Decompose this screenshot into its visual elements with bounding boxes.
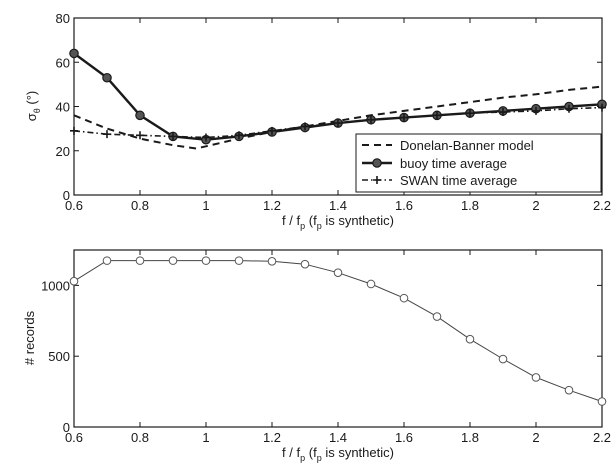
legend-box [355,133,602,193]
bottom-ylabel: # records [22,310,37,365]
legend-label-donelan: Donelan-Banner model [400,138,534,153]
data-point [103,130,111,139]
bottom-xlabel-rest: (f [305,445,317,460]
data-point [367,115,375,124]
data-point [433,111,441,120]
ytick-label: 1000 [41,278,70,293]
data-point [400,113,408,122]
data-point [300,259,310,269]
top-ylabel-sub: θ [32,108,42,113]
xtick-label: 2.2 [593,430,611,445]
data-point [531,373,541,382]
xtick-label: 2 [532,198,539,213]
data-point [498,354,508,364]
ytick-label: 20 [56,144,70,159]
bottom-ticks: 0.6 0.8 1 1.2 1.4 1.6 1.8 2 2.2 0 500 1000 [41,250,611,445]
top-xlabel-end: is synthetic) [322,213,394,228]
series-line-2 [73,106,603,139]
data-point [366,279,376,289]
xtick-label: 0.8 [131,198,149,213]
data-point [267,257,277,266]
legend-marker-swan [373,176,381,184]
data-point [69,276,79,286]
top-ylabel-unit: (°) [24,91,39,108]
ytick-label: 0 [63,188,70,203]
xtick-label: 2 [532,430,539,445]
data-point [565,104,573,113]
ytick-label: 0 [63,420,70,435]
xtick-label: 1 [202,430,209,445]
top-xlabel-rest: (f [305,213,317,228]
data-point [135,110,145,121]
ytick-label: 60 [56,55,70,70]
xtick-label: 2.2 [593,198,611,213]
legend-label-swan: SWAN time average [400,173,517,188]
data-point [169,132,177,141]
top-xlabel-main: f / f [282,213,300,228]
data-point [465,334,475,344]
xtick-label: 1.2 [263,430,281,445]
legend-marker-buoy [372,158,382,168]
legend-entry-donelan: Donelan-Banner model [362,138,534,153]
top-xlabel: f / fp (fp is synthetic) [282,213,394,231]
bottom-xlabel: f / fp (fp is synthetic) [282,445,394,463]
top-ylabel: σθ (°) [24,91,42,122]
data-point [70,126,78,135]
data-point [597,397,607,406]
data-point [201,256,211,265]
xtick-label: 1.6 [395,430,413,445]
bottom-xlabel-sub2: p [317,453,322,463]
xtick-label: 1.8 [461,198,479,213]
bottom-xlabel-main: f / f [282,445,300,460]
legend-label-buoy: buoy time average [400,156,507,171]
legend-entry-swan: SWAN time average [362,173,517,188]
data-point [333,268,343,277]
legend: Donelan-Banner model buoy time average S… [355,133,602,193]
xtick-label: 0.6 [65,430,83,445]
xtick-label: 1 [202,198,209,213]
bottom-series-group [69,256,607,406]
data-point [399,293,409,303]
xtick-label: 0.6 [65,198,83,213]
data-point [432,312,442,321]
records-count-chart: 0.6 0.8 1 1.2 1.4 1.6 1.8 2 2.2 0 500 1000 # record… [22,249,611,463]
data-point [202,133,210,142]
xtick-label: 1.2 [263,198,281,213]
top-ylabel-main: σ [24,113,39,121]
data-point [532,106,540,115]
data-point [69,48,79,59]
data-point [102,72,112,83]
top-xlabel-sub2: p [317,221,322,231]
data-point [168,256,178,265]
data-point [235,131,243,140]
data-point [499,108,507,117]
data-point [136,131,144,140]
xtick-label: 0.8 [131,430,149,445]
ytick-label: 500 [48,349,70,364]
bottom-xlabel-end: is synthetic) [322,445,394,460]
top-series-group [69,48,607,150]
xtick-label: 1.4 [329,430,347,445]
xtick-label: 1.4 [329,198,347,213]
data-point [234,256,244,265]
xtick-label: 1.6 [395,198,413,213]
series-line-0 [73,260,603,402]
xtick-label: 1.8 [461,430,479,445]
data-point [334,119,342,128]
data-point [564,385,574,395]
data-point [466,109,474,118]
ytick-label: 40 [56,100,70,115]
top-xlabel-sub: p [300,221,305,231]
data-point [301,122,309,131]
data-point [135,256,145,265]
bottom-xlabel-sub: p [300,453,305,463]
ytick-label: 80 [56,11,70,26]
data-point [598,103,606,112]
series-line-0 [73,85,603,150]
data-point [102,256,112,265]
legend-entry-buoy: buoy time average [362,156,507,171]
data-point [268,126,276,135]
